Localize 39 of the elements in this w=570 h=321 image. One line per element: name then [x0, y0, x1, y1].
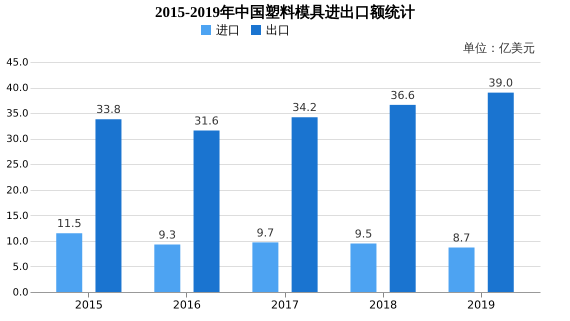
y-tick-label: 5.0	[12, 262, 28, 273]
data-label: 9.5	[354, 227, 372, 240]
y-tick-label: 0.0	[12, 288, 28, 298]
bar	[194, 130, 220, 292]
bar	[95, 119, 122, 292]
y-tick-label: 45.0	[6, 58, 28, 68]
bar	[448, 248, 475, 292]
x-tick-label: 2016	[172, 298, 201, 312]
y-tick-label: 40.0	[6, 83, 28, 94]
data-label: 11.5	[56, 217, 82, 230]
bar	[350, 243, 376, 292]
bar	[252, 242, 278, 292]
data-label: 39.0	[488, 76, 514, 90]
text: 单位：亿美元	[463, 41, 535, 55]
y-tick-label: 20.0	[6, 185, 28, 196]
y-tick-label: 15.0	[6, 210, 28, 222]
data-label: 34.2	[292, 101, 317, 114]
y-tick-label: 25.0	[6, 160, 28, 171]
bar	[390, 104, 416, 292]
bar	[488, 92, 514, 292]
bar	[56, 233, 82, 292]
data-label: 9.7	[256, 226, 274, 240]
data-label: 36.6	[390, 88, 415, 102]
y-tick-label: 35.0	[6, 108, 28, 120]
data-label: 8.7	[452, 232, 470, 245]
legend-label: 进口	[216, 23, 240, 37]
y-tick-label: 30.0	[6, 134, 28, 146]
x-tick-label: 2019	[467, 298, 496, 312]
x-tick-label: 2017	[271, 298, 299, 312]
bar	[292, 117, 318, 292]
y-tick-label: 10.0	[6, 236, 28, 248]
x-tick-label: 2015	[74, 298, 103, 312]
bar	[154, 244, 180, 292]
data-label: 9.3	[158, 228, 176, 242]
data-label: 33.8	[96, 103, 121, 116]
x-tick-label: 2018	[369, 298, 398, 312]
legend-label: 出口	[266, 23, 290, 37]
chart-title: 2015-2019年中国塑料模具进出口额统计	[155, 3, 415, 21]
data-label: 31.6	[194, 114, 219, 128]
